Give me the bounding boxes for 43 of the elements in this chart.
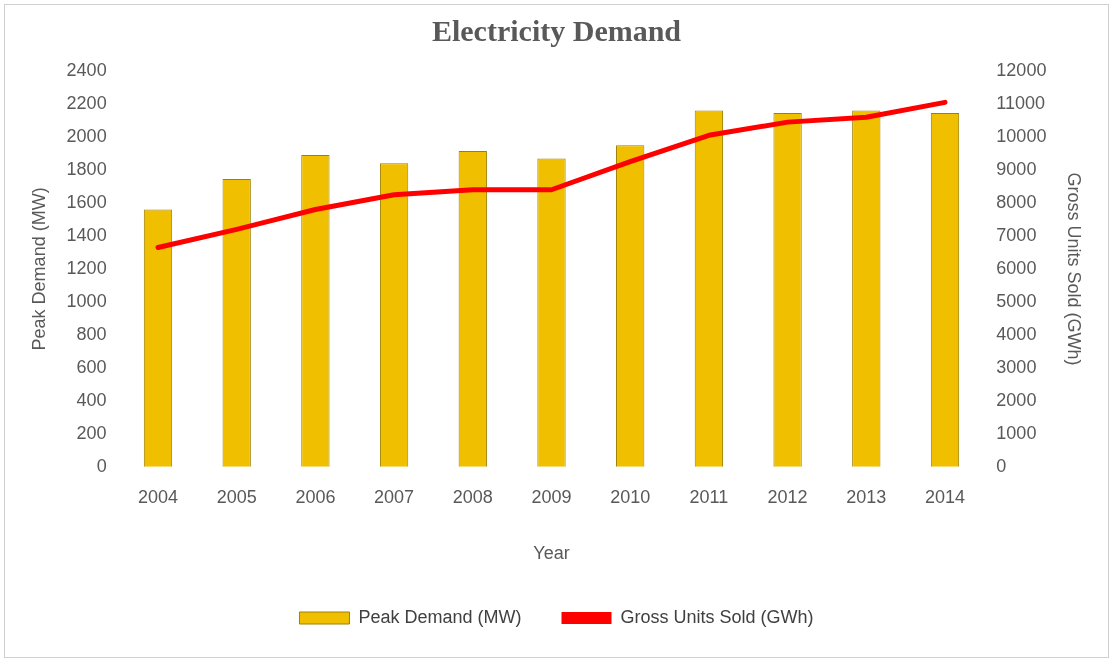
- y2-tick-label: 7000: [996, 224, 1037, 245]
- y2-tick-label: 0: [996, 455, 1007, 476]
- y2-tick-label: 11000: [996, 92, 1046, 113]
- y-tick-label: 1000: [66, 290, 107, 311]
- y-tick-label: 800: [76, 323, 107, 344]
- x-tick-label: 2006: [295, 486, 336, 507]
- x-tick-label: 2004: [137, 486, 179, 507]
- x-tick-label: 2014: [924, 486, 966, 507]
- y2-tick-label: 2000: [996, 389, 1037, 410]
- y2-tick-label: 3000: [996, 356, 1037, 377]
- y2-tick-label: 10000: [996, 125, 1047, 146]
- chart-title: Electricity Demand: [431, 13, 682, 47]
- y-tick-label: 2000: [66, 125, 107, 146]
- y-tick-label: 200: [76, 422, 107, 443]
- y-tick-label: 1400: [66, 224, 107, 245]
- x-tick-label: 2013: [846, 486, 887, 507]
- y-tick-label: 600: [76, 356, 107, 377]
- y-tick-label: 400: [76, 389, 107, 410]
- y2-axis-title: Gross Units Sold (GWh): [1064, 172, 1085, 366]
- x-tick-label: 2012: [767, 486, 808, 507]
- y2-tick-label: 4000: [996, 323, 1037, 344]
- x-tick-label: 2008: [452, 486, 493, 507]
- y-tick-label: 0: [96, 455, 107, 476]
- x-tick-label: 2011: [689, 486, 729, 507]
- y-tick-label: 2200: [66, 92, 107, 113]
- y2-tick-label: 12000: [996, 59, 1047, 80]
- y-tick-label: 2400: [66, 59, 107, 80]
- x-tick-label: 2009: [531, 486, 572, 507]
- y-tick-label: 1800: [66, 158, 107, 179]
- y-axis-title: Peak Demand (MW): [28, 187, 49, 351]
- x-tick-label: 2005: [216, 486, 257, 507]
- x-tick-label: 2010: [610, 486, 651, 507]
- y2-tick-label: 6000: [996, 257, 1037, 278]
- y-tick-label: 1200: [66, 257, 107, 278]
- legend-label: Gross Units Sold (GWh): [620, 606, 814, 627]
- x-axis-title: Year: [533, 543, 570, 564]
- y2-tick-label: 9000: [996, 158, 1037, 179]
- y2-tick-label: 8000: [996, 191, 1037, 212]
- x-tick-label: 2007: [374, 486, 415, 507]
- y-tick-label: 1600: [66, 191, 107, 212]
- y2-tick-label: 1000: [996, 422, 1037, 443]
- legend-label: Peak Demand (MW): [358, 606, 522, 627]
- y2-tick-label: 5000: [996, 290, 1037, 311]
